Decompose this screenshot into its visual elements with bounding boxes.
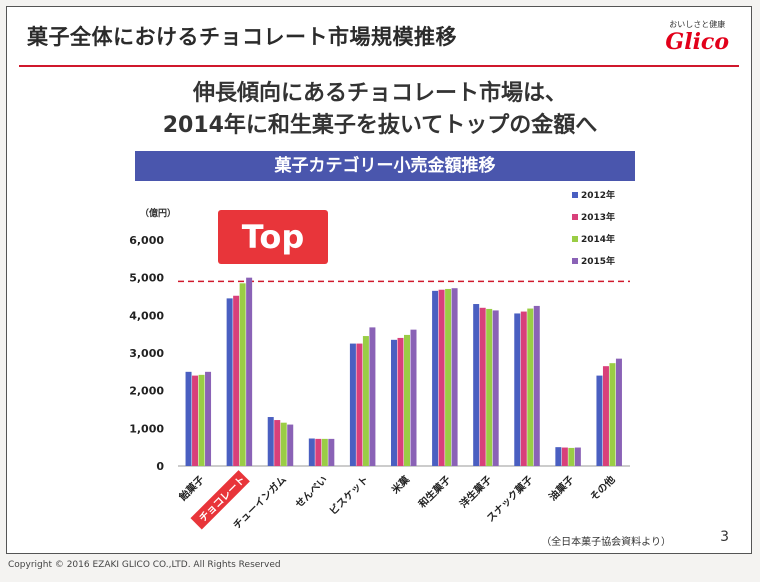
bar <box>473 304 480 466</box>
legend-label: 2013年 <box>581 211 615 223</box>
x-category-label: 米菓 <box>389 472 413 496</box>
y-tick-label: 4,000 <box>129 309 164 322</box>
bar <box>574 447 581 466</box>
top-badge: Top <box>218 210 328 264</box>
x-category-label: せんべい <box>293 474 330 511</box>
bar <box>362 336 369 466</box>
bar <box>520 311 527 466</box>
y-tick-label: 3,000 <box>129 347 164 360</box>
bar <box>527 308 534 466</box>
bar <box>602 366 609 466</box>
bar <box>198 374 205 466</box>
bar <box>391 339 397 466</box>
bar <box>226 298 233 466</box>
bar <box>192 375 199 466</box>
bar <box>514 313 521 466</box>
bar <box>315 438 322 466</box>
bar <box>397 337 404 466</box>
legend-label: 2012年 <box>581 189 615 201</box>
bar <box>568 447 575 466</box>
x-category-label: ビスケット <box>326 473 371 518</box>
bar <box>555 447 562 466</box>
logo-wordmark: Glico <box>665 29 729 55</box>
y-tick-label: 6,000 <box>129 234 164 247</box>
title-divider <box>19 65 739 67</box>
x-category-label: 飴菓子 <box>176 473 207 504</box>
page-number: 3 <box>720 529 729 545</box>
legend-swatch <box>572 258 578 264</box>
bar <box>451 288 458 466</box>
x-category-label: 油菓子 <box>546 473 576 503</box>
y-tick-label: 1,000 <box>129 422 164 435</box>
bar <box>267 417 274 466</box>
bar <box>233 295 240 466</box>
copyright-footer: Copyright © 2016 EZAKI GLICO CO.,LTD. Al… <box>8 560 281 570</box>
legend-swatch <box>572 236 578 242</box>
bar <box>246 277 253 466</box>
y-axis-unit-label: （億円） <box>140 207 176 219</box>
bar <box>356 343 363 466</box>
x-category-label: 和生菓子 <box>415 473 453 511</box>
bar <box>239 283 246 466</box>
bar <box>404 334 410 466</box>
glico-logo: おいしさと健康 Glico <box>665 19 729 54</box>
slide-title: 菓子全体におけるチョコレート市場規模推移 <box>27 25 457 49</box>
bar <box>287 424 294 466</box>
bar <box>492 310 499 466</box>
headline-line-1: 伸長傾向にあるチョコレート市場は、 <box>192 81 567 106</box>
bar <box>274 420 281 466</box>
bar <box>205 371 212 466</box>
headline-line-2: 2014年に和生菓子を抜いてトップの金額へ <box>162 113 598 138</box>
bar <box>308 438 315 466</box>
legend-swatch <box>572 192 578 198</box>
bar <box>596 375 603 466</box>
bar <box>432 290 439 466</box>
slide: 菓子全体におけるチョコレート市場規模推移 おいしさと健康 Glico 伸長傾向に… <box>6 6 752 554</box>
legend-label: 2015年 <box>581 255 615 267</box>
legend-swatch <box>572 214 578 220</box>
bar <box>438 289 445 466</box>
chart-title-banner: 菓子カテゴリー小売金額推移 <box>135 151 635 181</box>
source-note: （全日本菓子協会資料より） <box>541 537 671 548</box>
bar <box>185 371 192 466</box>
bar <box>410 329 417 466</box>
bar <box>349 343 356 466</box>
bar <box>615 358 622 466</box>
bar <box>328 438 335 466</box>
y-tick-label: 5,000 <box>129 272 164 285</box>
bar <box>561 447 568 466</box>
bar <box>486 308 493 466</box>
x-category-label: その他 <box>587 473 617 503</box>
bar <box>369 327 376 466</box>
bar <box>479 307 486 466</box>
x-category-label: 洋生菓子 <box>457 473 494 510</box>
y-tick-label: 0 <box>156 460 164 473</box>
highlight-label-background <box>190 470 250 530</box>
bar <box>280 422 287 466</box>
bar <box>445 288 452 466</box>
y-tick-label: 2,000 <box>129 385 164 398</box>
legend-label: 2014年 <box>581 233 615 245</box>
bar <box>609 363 616 466</box>
bar <box>321 438 328 466</box>
logo-tagline: おいしさと健康 <box>669 20 726 29</box>
bar <box>533 305 540 466</box>
